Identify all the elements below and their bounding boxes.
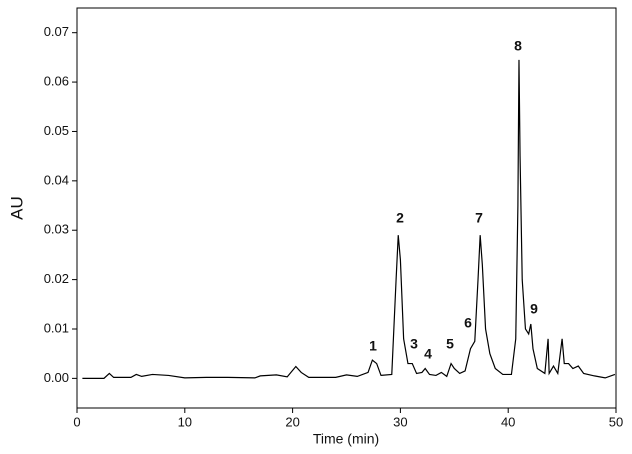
x-tick-label: 0 <box>73 414 80 429</box>
x-tick-label: 10 <box>178 414 192 429</box>
peak-label: 4 <box>424 346 432 362</box>
peak-label: 1 <box>369 338 377 354</box>
peak-label: 8 <box>514 38 522 54</box>
x-axis-label: Time (min) <box>313 431 379 447</box>
y-tick-label: 0.05 <box>44 123 69 138</box>
plot-frame <box>76 7 617 409</box>
y-tick-label: 0.03 <box>44 222 69 237</box>
peak-label: 3 <box>410 336 418 352</box>
peak-label: 9 <box>530 301 538 317</box>
x-tick-label: 30 <box>393 414 407 429</box>
peak-label: 2 <box>396 210 404 226</box>
y-tick-label: 0.07 <box>44 24 69 39</box>
y-tick-label: 0.04 <box>44 172 69 187</box>
peak-label: 5 <box>446 336 454 352</box>
y-tick-label: 0.01 <box>44 320 69 335</box>
y-tick-label: 0.00 <box>44 370 69 385</box>
y-tick-label: 0.06 <box>44 74 69 89</box>
y-tick-label: 0.02 <box>44 271 69 286</box>
x-tick-label: 20 <box>285 414 299 429</box>
peak-label: 6 <box>464 315 472 331</box>
x-tick-label: 40 <box>501 414 515 429</box>
y-axis-label: AU <box>7 196 26 220</box>
x-tick-label: 50 <box>609 414 623 429</box>
trace-line <box>82 59 616 379</box>
peak-label: 7 <box>475 210 483 226</box>
